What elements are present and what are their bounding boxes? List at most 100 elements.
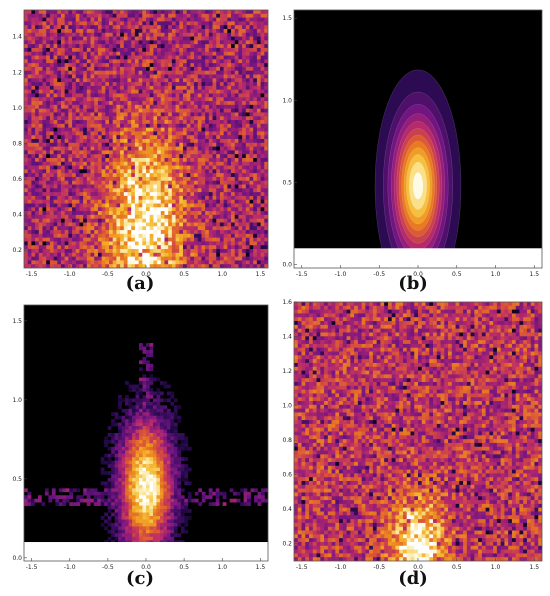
heat-cell [146,142,151,147]
heat-cell [234,157,239,163]
heat-cell [223,142,228,147]
heat-cell [157,74,162,79]
heat-cell [97,74,103,79]
heat-cell [79,154,84,159]
heat-cell [49,93,54,98]
heat-cell [179,17,184,22]
heat-cell [223,104,228,110]
heat-cell [219,101,225,106]
heat-cell [205,21,210,26]
heat-cell [249,47,254,53]
heat-cell [27,264,32,268]
heat-cell [107,477,112,482]
heat-cell [264,154,268,159]
heat-cell [101,44,106,49]
heat-cell [97,59,103,64]
heat-cell [62,502,67,506]
heat-cell [190,222,195,227]
heat-cell [112,21,117,26]
heat-cell [149,233,154,239]
heat-cell [24,199,29,204]
heat-cell [238,74,243,79]
heat-cell [205,188,210,193]
heat-cell [51,491,56,496]
heat-cell [68,218,73,223]
heat-cell [123,97,128,102]
heat-cell [212,89,217,94]
heat-cell [46,154,51,159]
heat-cell [234,44,239,49]
heat-cell [57,63,62,68]
heat-cell [105,233,110,239]
heat-cell [157,13,162,18]
heat-cell [27,245,32,250]
heat-cell [35,97,40,102]
heat-cell [219,21,225,26]
heat-cell [249,245,254,250]
heat-cell [138,173,143,178]
heat-cell [27,498,32,503]
heat-cell [260,59,265,64]
heat-cell [101,214,106,220]
heat-cell [57,176,62,182]
heat-cell [55,498,60,503]
heat-cell [42,135,47,140]
heat-cell [86,63,91,68]
heat-cell [127,150,132,155]
heat-cell [111,412,115,417]
heat-cell [114,526,119,531]
heat-cell [83,47,88,53]
heat-cell [182,135,188,140]
heat-cell [242,63,247,68]
heat-cell [35,142,40,147]
heat-cell [49,21,54,26]
heat-cell [75,230,80,235]
heat-cell [105,131,110,136]
heat-cell [118,488,122,493]
heat-cell [60,260,66,265]
heat-cell [216,97,221,102]
heat-cell [101,97,106,102]
heat-cell [38,161,43,166]
heat-cell [182,199,188,204]
heat-cell [234,59,239,64]
heat-cell [42,214,47,220]
heat-cell [53,89,58,94]
heat-cell [157,36,162,41]
heat-cell [138,146,143,151]
heat-cell [90,21,95,26]
heat-cell [219,131,225,136]
heat-cell [131,188,136,193]
heat-cell [114,467,119,472]
heat-cell [104,453,108,458]
heat-cell [60,32,66,37]
heat-cell [86,491,91,496]
heat-cell [101,40,106,45]
heat-cell [208,218,213,223]
heat-cell [57,154,62,159]
heat-cell [186,17,191,22]
heat-cell [97,252,103,258]
heat-cell [134,51,140,56]
heat-cell [249,199,254,204]
heat-cell [194,150,199,155]
heat-cell [256,252,262,258]
heat-cell [90,36,95,41]
heat-cell [64,82,69,87]
heat-cell [101,63,106,68]
heat-cell [264,40,268,45]
heat-cell [131,173,136,178]
heat-cell [182,161,188,166]
heat-cell [260,176,265,182]
heat-cell [216,173,221,178]
heat-cell [182,13,188,18]
heat-cell [171,184,176,189]
heat-cell [127,157,132,163]
heat-cell [153,63,158,68]
heat-cell [164,97,169,102]
heat-cell [208,28,213,34]
heat-cell [83,10,88,15]
heat-cell [75,82,80,87]
heat-cell [238,214,243,220]
heat-cell [157,21,162,26]
